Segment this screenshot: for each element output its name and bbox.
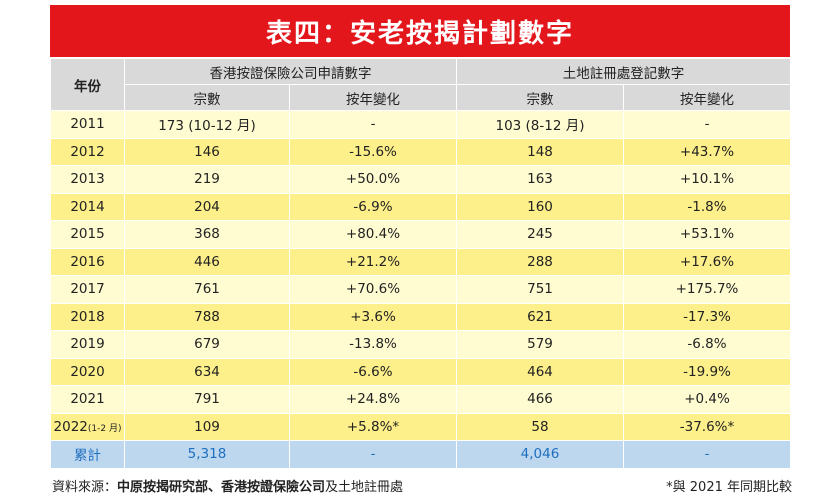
total-label: 累計 — [50, 440, 125, 469]
reg-count-cell: 621 — [456, 302, 624, 331]
reg-count-cell: 466 — [456, 385, 624, 414]
total-reg-count: 4,046 — [456, 440, 624, 469]
table-row: 2013 219 +50.0% 163 +10.1% — [50, 165, 791, 194]
source-note: 資料來源：中原按揭研究部、香港按證保險公司及土地註冊處 — [52, 476, 403, 495]
app-count-cell: 109 — [124, 412, 290, 441]
total-app-change: - — [289, 440, 457, 469]
table-row: 2015 368 +80.4% 245 +53.1% — [50, 220, 791, 249]
app-change-cell: +50.0% — [289, 165, 457, 194]
table-row: 2016 446 +21.2% 288 +17.6% — [50, 247, 791, 276]
table-row: 2018 788 +3.6% 621 -17.3% — [50, 302, 791, 331]
reg-count-cell: 163 — [456, 165, 624, 194]
app-change-cell: - — [289, 110, 457, 139]
reg-change-cell: +43.7% — [623, 137, 791, 166]
reg-change-cell: -19.9% — [623, 357, 791, 386]
reg-change-cell: - — [623, 110, 791, 139]
reg-change-cell: +0.4% — [623, 385, 791, 414]
table-title: 表四：安老按揭計劃數字 — [50, 5, 790, 57]
app-change-cell: +80.4% — [289, 220, 457, 249]
app-change-cell: +5.8%* — [289, 412, 457, 441]
year-cell: 2015 — [50, 220, 125, 249]
table-row: 2012 146 -15.6% 148 +43.7% — [50, 137, 791, 166]
year-cell: 2016 — [50, 247, 125, 276]
source-suffix: 及土地註冊處 — [325, 480, 404, 495]
app-change-cell: -13.8% — [289, 330, 457, 359]
year-period-note: (1-2 月) — [87, 423, 122, 434]
reg-count-cell: 148 — [456, 137, 624, 166]
table-row: 2019 679 -13.8% 579 -6.8% — [50, 330, 791, 359]
total-app-count: 5,318 — [124, 440, 290, 469]
reg-change-cell: +10.1% — [623, 165, 791, 194]
year-cell: 2013 — [50, 165, 125, 194]
app-count-cell: 173 (10-12 月) — [124, 110, 290, 139]
table-row: 2020 634 -6.6% 464 -19.9% — [50, 357, 791, 386]
app-change-cell: +21.2% — [289, 247, 457, 276]
app-count-cell: 791 — [124, 385, 290, 414]
app-count-cell: 204 — [124, 192, 290, 221]
year-cell: 2019 — [50, 330, 125, 359]
app-count-cell: 446 — [124, 247, 290, 276]
year-cell: 2014 — [50, 192, 125, 221]
mortgage-data-table: 年份 香港按證保險公司申請數字 土地註冊處登記數字 宗數 按年變化 宗數 按年變… — [50, 58, 791, 469]
registrations-change-header: 按年變化 — [623, 84, 791, 111]
reg-change-cell: -17.3% — [623, 302, 791, 331]
year-cell: 2021 — [50, 385, 125, 414]
table-row: 2021 791 +24.8% 466 +0.4% — [50, 385, 791, 414]
registrations-group-header: 土地註冊處登記數字 — [456, 58, 791, 85]
app-count-cell: 679 — [124, 330, 290, 359]
app-count-cell: 146 — [124, 137, 290, 166]
table-row: 2014 204 -6.9% 160 -1.8% — [50, 192, 791, 221]
app-count-cell: 219 — [124, 165, 290, 194]
app-change-cell: -6.9% — [289, 192, 457, 221]
reg-change-cell: +53.1% — [623, 220, 791, 249]
source-prefix: 資料來源： — [52, 480, 118, 495]
registrations-count-header: 宗數 — [456, 84, 624, 111]
applications-count-header: 宗數 — [124, 84, 290, 111]
app-change-cell: -15.6% — [289, 137, 457, 166]
app-count-cell: 634 — [124, 357, 290, 386]
app-count-cell: 788 — [124, 302, 290, 331]
reg-count-cell: 58 — [456, 412, 624, 441]
reg-change-cell: +17.6% — [623, 247, 791, 276]
year-cell: 2020 — [50, 357, 125, 386]
reg-change-cell: -1.8% — [623, 192, 791, 221]
reg-count-cell: 160 — [456, 192, 624, 221]
table-row: 2022(1-2 月) 109 +5.8%* 58 -37.6%* — [50, 412, 791, 441]
reg-change-cell: +175.7% — [623, 275, 791, 304]
reg-count-cell: 464 — [456, 357, 624, 386]
total-row: 累計 5,318 - 4,046 - — [50, 440, 791, 469]
comparison-note: *與 2021 年同期比較 — [666, 480, 792, 495]
year-cell: 2017 — [50, 275, 125, 304]
applications-group-header: 香港按證保險公司申請數字 — [124, 58, 457, 85]
reg-change-cell: -37.6%* — [623, 412, 791, 441]
table-row: 2011 173 (10-12 月) - 103 (8-12 月) - — [50, 110, 791, 139]
app-change-cell: +24.8% — [289, 385, 457, 414]
reg-count-cell: 245 — [456, 220, 624, 249]
source-bold: 中原按揭研究部、香港按證保險公司 — [117, 480, 326, 495]
year-cell: 2022(1-2 月) — [50, 412, 125, 441]
reg-count-cell: 288 — [456, 247, 624, 276]
reg-change-cell: -6.8% — [623, 330, 791, 359]
year-cell: 2018 — [50, 302, 125, 331]
reg-count-cell: 751 — [456, 275, 624, 304]
app-count-cell: 368 — [124, 220, 290, 249]
app-change-cell: +3.6% — [289, 302, 457, 331]
reg-count-cell: 579 — [456, 330, 624, 359]
reg-count-cell: 103 (8-12 月) — [456, 110, 624, 139]
year-cell: 2012 — [50, 137, 125, 166]
year-column-header: 年份 — [50, 58, 125, 111]
app-change-cell: +70.6% — [289, 275, 457, 304]
total-reg-change: - — [623, 440, 791, 469]
applications-change-header: 按年變化 — [289, 84, 457, 111]
year-cell: 2011 — [50, 110, 125, 139]
app-change-cell: -6.6% — [289, 357, 457, 386]
app-count-cell: 761 — [124, 275, 290, 304]
table-row: 2017 761 +70.6% 751 +175.7% — [50, 275, 791, 304]
